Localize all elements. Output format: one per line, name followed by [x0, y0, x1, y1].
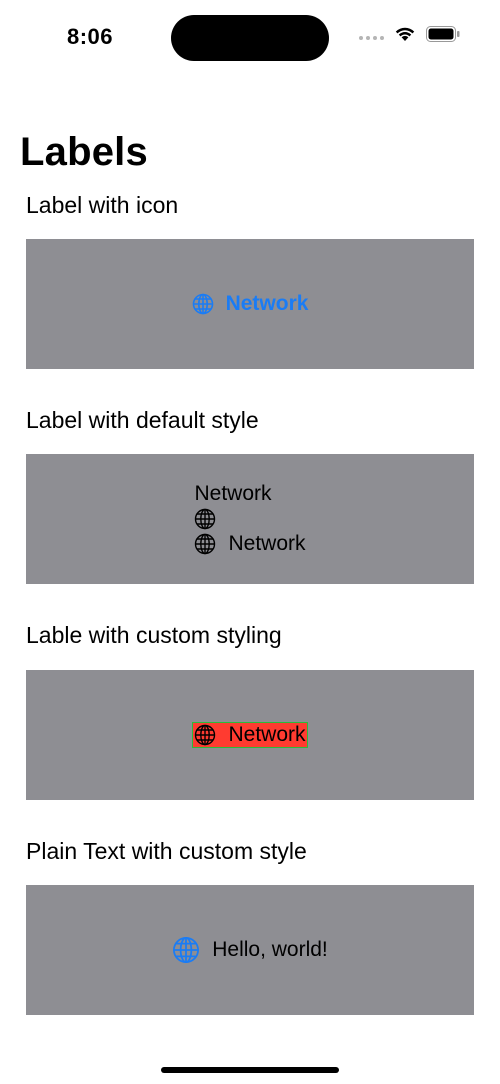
globe-icon [194, 724, 216, 746]
title-only-label: Network [194, 482, 272, 505]
page-title: Labels [20, 130, 148, 174]
custom-styled-label: Network [192, 722, 308, 748]
hello-world-text: Hello, world! [212, 938, 328, 961]
globe-icon [194, 533, 216, 555]
section-heading-custom-styling: Lable with custom styling [26, 622, 282, 648]
hello-world-row: Hello, world! [172, 936, 328, 964]
panel-plain-text: Hello, world! [26, 885, 474, 1015]
panel-label-with-icon: Network [26, 239, 474, 369]
custom-styled-label-text: Network [228, 723, 306, 746]
wifi-icon [394, 26, 416, 42]
status-bar: 8:06 [0, 0, 500, 74]
section-heading-default-style: Label with default style [26, 407, 259, 433]
globe-icon [194, 508, 216, 530]
status-time: 8:06 [67, 24, 114, 49]
status-icons [359, 26, 460, 42]
battery-icon [426, 26, 460, 42]
panel-custom-styling: Network [26, 670, 474, 800]
network-label-text: Network [225, 292, 309, 315]
panel-default-style: Network [26, 454, 474, 584]
title-and-icon-label: Network [194, 532, 306, 556]
default-style-stack: Network [194, 482, 305, 556]
title-and-icon-text: Network [228, 532, 306, 555]
network-label: Network [192, 292, 309, 316]
section-heading-plain-text: Plain Text with custom style [26, 838, 307, 864]
dynamic-island [171, 15, 329, 61]
globe-icon [172, 936, 200, 964]
home-indicator[interactable] [161, 1067, 339, 1073]
section-heading-label-with-icon: Label with icon [26, 192, 179, 218]
cellular-signal-icon [359, 28, 384, 40]
globe-icon [192, 293, 214, 315]
